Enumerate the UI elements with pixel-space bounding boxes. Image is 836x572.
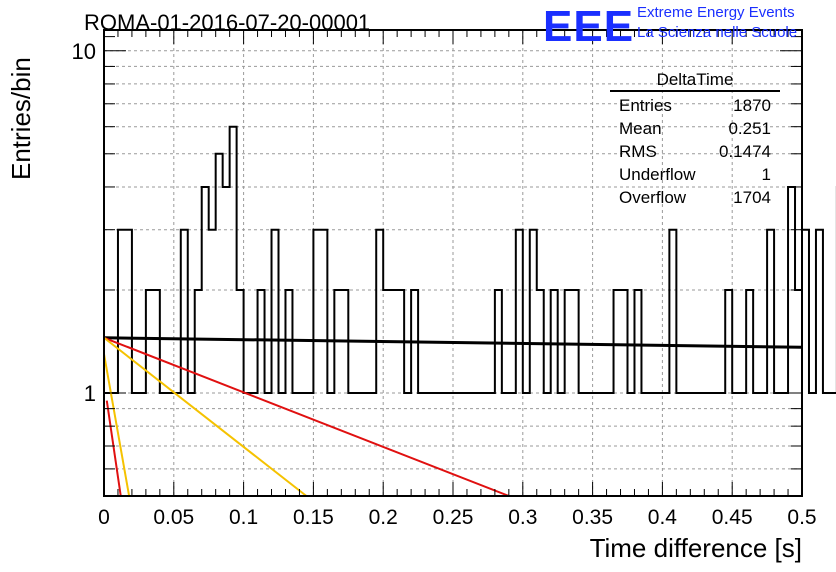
x-tick-label: 0.45 <box>712 506 753 529</box>
x-axis-label: Time difference [s] <box>589 533 802 563</box>
stats-row-underflow: Underflow 1 <box>610 163 780 186</box>
x-tick-label: 0.1 <box>229 506 258 529</box>
fit-line <box>103 336 308 497</box>
stats-label: Overflow <box>619 188 687 207</box>
x-tick-label: 0.5 <box>787 506 816 529</box>
y-axis-label: Entries/bin <box>6 57 36 180</box>
stats-label: Entries <box>619 96 672 115</box>
stats-value: 1 <box>761 165 771 184</box>
y-tick-label: 1 <box>84 381 96 406</box>
x-tick-label: 0.4 <box>648 506 678 529</box>
x-tick-label: 0.15 <box>293 506 334 529</box>
stats-label: Underflow <box>619 165 696 184</box>
x-tick-label: 0.05 <box>153 506 194 529</box>
x-tick-label: 0.35 <box>572 506 613 529</box>
logo-line-1: Extreme Energy Events <box>637 4 795 21</box>
stats-label: RMS <box>619 142 657 161</box>
stats-row-rms: RMS 0.1474 <box>610 140 780 163</box>
x-tick-label: 0.3 <box>508 506 537 529</box>
histogram-steps <box>103 125 836 496</box>
stats-value: 1704 <box>733 188 771 207</box>
fit-line <box>103 353 131 497</box>
eee-logo: EEE <box>543 2 635 51</box>
plot-title: ROMA-01-2016-07-20-00001 <box>84 10 371 35</box>
stats-value: 1870 <box>733 96 771 115</box>
stats-row-entries: Entries 1870 <box>610 94 780 117</box>
logo-line-2: La Scienza nelle Scuole <box>637 24 798 41</box>
stats-row-mean: Mean 0.251 <box>610 117 780 140</box>
x-tick-label: 0.2 <box>369 506 398 529</box>
x-tick-label: 0 <box>98 506 110 529</box>
fit-line <box>103 336 510 497</box>
stats-title: DeltaTime <box>610 70 780 92</box>
stats-value: 0.1474 <box>719 142 771 161</box>
y-tick-label: 10 <box>72 39 96 64</box>
x-tick-label: 0.25 <box>433 506 474 529</box>
stats-row-overflow: Overflow 1704 <box>610 186 780 209</box>
stats-value: 0.251 <box>728 119 771 138</box>
fit-line <box>103 336 803 349</box>
stats-box: DeltaTime Entries 1870 Mean 0.251 RMS 0.… <box>610 70 780 209</box>
fit-line <box>105 400 122 497</box>
stats-label: Mean <box>619 119 662 138</box>
